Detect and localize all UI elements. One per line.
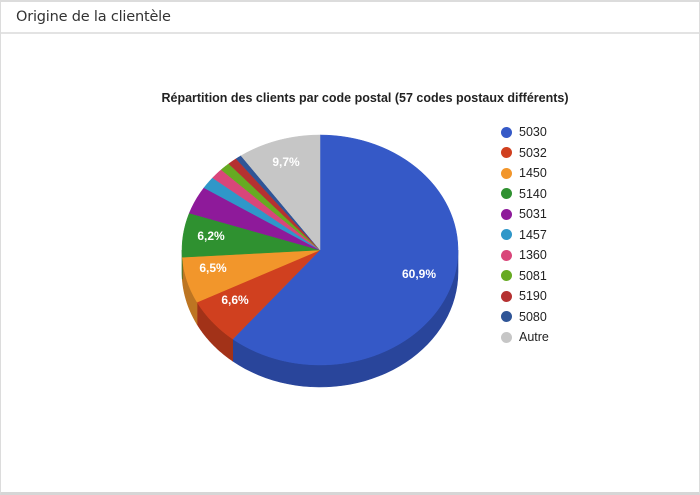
chart-title: Répartition des clients par code postal … — [161, 91, 569, 105]
slice-percent-label: 6,5% — [199, 261, 227, 275]
pie-slice-5031[interactable] — [188, 187, 321, 251]
pie-slices — [181, 134, 459, 366]
legend-item[interactable]: 5080 — [501, 307, 549, 328]
legend-label: 1457 — [519, 227, 547, 242]
legend-label: 1450 — [519, 166, 547, 181]
panel-title: Origine de la clientèle — [16, 9, 171, 25]
legend-color-dot-icon — [501, 147, 512, 159]
legend-color-dot-icon — [501, 188, 512, 200]
legend-color-dot-icon — [501, 208, 512, 220]
pie-slice-5032[interactable] — [196, 249, 321, 340]
legend-item[interactable]: 5140 — [501, 184, 549, 205]
legend-item[interactable]: 1457 — [501, 225, 549, 246]
legend-label: 5081 — [519, 268, 547, 283]
legend-item[interactable]: 5032 — [501, 143, 549, 164]
slice-percent-label: 6,6% — [221, 293, 249, 307]
legend-color-dot-icon — [501, 270, 512, 282]
legend-label: Autre — [519, 330, 549, 345]
legend-color-dot-icon — [501, 290, 512, 302]
legend-item[interactable]: 1450 — [501, 163, 549, 184]
legend-color-dot-icon — [501, 167, 512, 179]
legend-label: 5031 — [519, 207, 547, 222]
pie-slice-1450[interactable] — [181, 249, 321, 303]
legend-label: 1360 — [519, 248, 547, 263]
panel-header: Origine de la clientèle — [1, 2, 699, 34]
legend-color-dot-icon — [501, 126, 512, 138]
pie-slice-5030[interactable] — [232, 134, 459, 366]
legend-label: 5030 — [519, 125, 547, 140]
legend-item[interactable]: Autre — [501, 327, 549, 348]
legend-color-dot-icon — [501, 311, 512, 323]
legend-color-dot-icon — [501, 229, 512, 241]
legend-label: 5190 — [519, 289, 547, 304]
chart-legend: 5030 5032 1450 5140 5031 1457 1360 5081 5190 5080… — [501, 122, 549, 348]
slice-percent-label: 9,7% — [272, 155, 300, 169]
legend-item[interactable]: 5030 — [501, 122, 549, 143]
legend-item[interactable]: 5190 — [501, 286, 549, 307]
slice-percent-label: 6,2% — [197, 229, 225, 243]
pie-slice-5140[interactable] — [181, 212, 321, 258]
legend-label: 5140 — [519, 186, 547, 201]
pie-slice-Autre[interactable] — [240, 134, 321, 251]
slice-percent-label: 60,9% — [402, 267, 436, 281]
legend-item[interactable]: 5081 — [501, 266, 549, 287]
legend-label: 5080 — [519, 309, 547, 324]
legend-color-dot-icon — [501, 249, 512, 261]
legend-color-dot-icon — [501, 331, 512, 343]
legend-label: 5032 — [519, 145, 547, 160]
legend-item[interactable]: 1360 — [501, 245, 549, 266]
legend-item[interactable]: 5031 — [501, 204, 549, 225]
